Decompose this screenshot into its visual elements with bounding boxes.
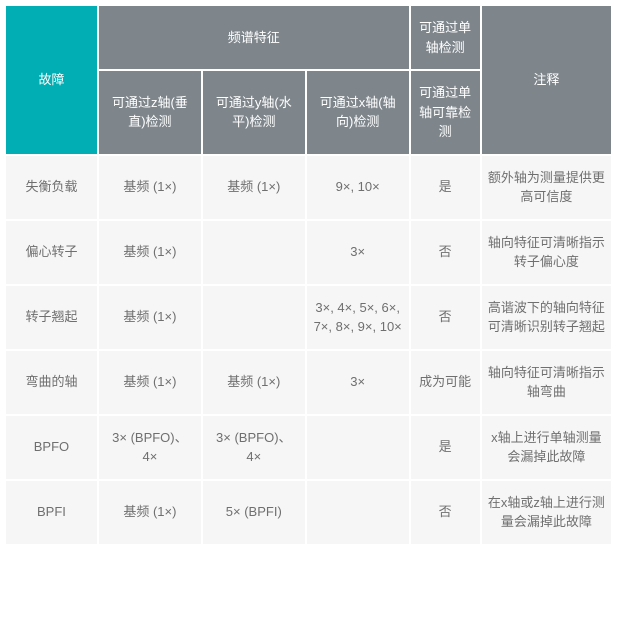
- fault-cell: 失衡负载: [5, 155, 98, 220]
- single-axis-cell: 否: [410, 285, 481, 350]
- header-spectral: 频谱特征: [98, 5, 410, 70]
- table-row: 偏心转子基频 (1×) 3×否轴向特征可清晰指示转子偏心度: [5, 220, 612, 285]
- note-cell: 在x轴或z轴上进行测量会漏掉此故障: [481, 480, 612, 545]
- header-notes: 注释: [481, 5, 612, 155]
- y-axis-cell: [202, 220, 306, 285]
- fault-cell: 弯曲的轴: [5, 350, 98, 415]
- x-axis-cell: 3×: [306, 350, 410, 415]
- y-axis-cell: [202, 285, 306, 350]
- header-single-detect: 可通过单轴检测: [410, 5, 481, 70]
- table-row: 弯曲的轴基频 (1×)基频 (1×)3×成为可能轴向特征可清晰指示轴弯曲: [5, 350, 612, 415]
- table-row: 失衡负载基频 (1×)基频 (1×)9×, 10×是额外轴为测量提供更高可信度: [5, 155, 612, 220]
- y-axis-cell: 5× (BPFI): [202, 480, 306, 545]
- x-axis-cell: [306, 415, 410, 480]
- z-axis-cell: 基频 (1×): [98, 155, 202, 220]
- z-axis-cell: 基频 (1×): [98, 350, 202, 415]
- header-z-axis: 可通过z轴(垂直)检测: [98, 70, 202, 155]
- single-axis-cell: 否: [410, 480, 481, 545]
- x-axis-cell: 9×, 10×: [306, 155, 410, 220]
- table-row: BPFI基频 (1×)5× (BPFI) 否在x轴或z轴上进行测量会漏掉此故障: [5, 480, 612, 545]
- single-axis-cell: 成为可能: [410, 350, 481, 415]
- z-axis-cell: 基频 (1×): [98, 285, 202, 350]
- y-axis-cell: 3× (BPFO)、4×: [202, 415, 306, 480]
- x-axis-cell: [306, 480, 410, 545]
- table-row: BPFO3× (BPFO)、4×3× (BPFO)、4×是x轴上进行单轴测量会漏…: [5, 415, 612, 480]
- single-axis-cell: 是: [410, 415, 481, 480]
- note-cell: 高谐波下的轴向特征可清晰识别转子翘起: [481, 285, 612, 350]
- z-axis-cell: 基频 (1×): [98, 220, 202, 285]
- single-axis-cell: 是: [410, 155, 481, 220]
- x-axis-cell: 3×, 4×, 5×, 6×, 7×, 8×, 9×, 10×: [306, 285, 410, 350]
- z-axis-cell: 基频 (1×): [98, 480, 202, 545]
- single-axis-cell: 否: [410, 220, 481, 285]
- header-y-axis: 可通过y轴(水平)检测: [202, 70, 306, 155]
- fault-cell: 转子翘起: [5, 285, 98, 350]
- table-row: 转子翘起基频 (1×) 3×, 4×, 5×, 6×, 7×, 8×, 9×, 1…: [5, 285, 612, 350]
- note-cell: 轴向特征可清晰指示转子偏心度: [481, 220, 612, 285]
- header-x-axis: 可通过x轴(轴向)检测: [306, 70, 410, 155]
- fault-cell: BPFI: [5, 480, 98, 545]
- fault-cell: 偏心转子: [5, 220, 98, 285]
- note-cell: 轴向特征可清晰指示轴弯曲: [481, 350, 612, 415]
- table-header: 故障 频谱特征 可通过单轴检测 注释 可通过z轴(垂直)检测 可通过y轴(水平)…: [5, 5, 612, 155]
- y-axis-cell: 基频 (1×): [202, 155, 306, 220]
- note-cell: x轴上进行单轴测量会漏掉此故障: [481, 415, 612, 480]
- y-axis-cell: 基频 (1×): [202, 350, 306, 415]
- z-axis-cell: 3× (BPFO)、4×: [98, 415, 202, 480]
- table-body: 失衡负载基频 (1×)基频 (1×)9×, 10×是额外轴为测量提供更高可信度偏…: [5, 155, 612, 545]
- header-fault: 故障: [5, 5, 98, 155]
- header-single-reliable: 可通过单轴可靠检测: [410, 70, 481, 155]
- x-axis-cell: 3×: [306, 220, 410, 285]
- fault-cell: BPFO: [5, 415, 98, 480]
- fault-diagnosis-table: 故障 频谱特征 可通过单轴检测 注释 可通过z轴(垂直)检测 可通过y轴(水平)…: [4, 4, 613, 546]
- note-cell: 额外轴为测量提供更高可信度: [481, 155, 612, 220]
